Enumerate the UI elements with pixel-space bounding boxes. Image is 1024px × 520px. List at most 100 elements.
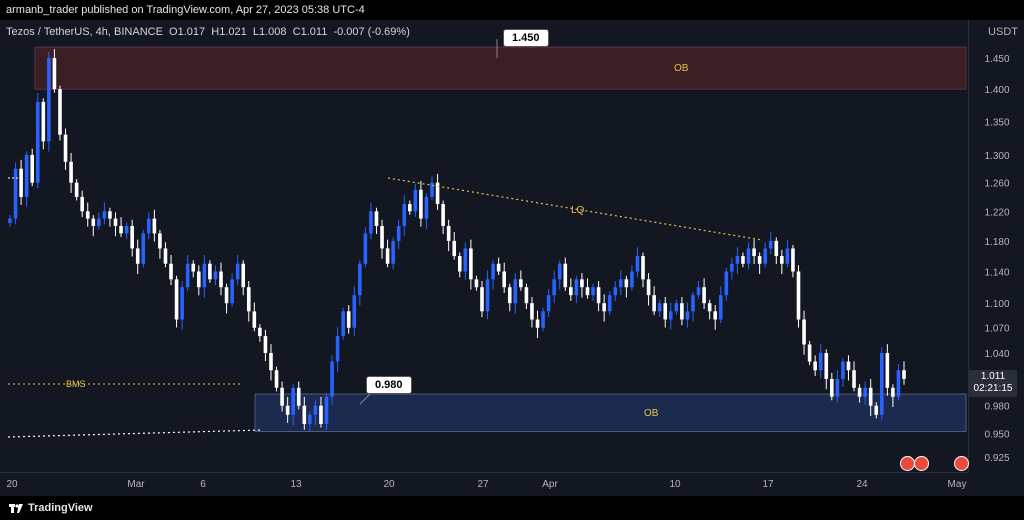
candle-body xyxy=(213,271,218,280)
candle-body xyxy=(663,303,668,320)
time-tick-label: 10 xyxy=(669,479,681,490)
candle-body xyxy=(91,218,96,226)
candle-body xyxy=(224,287,229,304)
candle-body xyxy=(119,225,123,234)
candle-body xyxy=(269,352,273,371)
candle-body xyxy=(796,271,801,320)
callout-bottom-price[interactable]: 0.980 xyxy=(366,376,412,394)
candle-body xyxy=(596,287,601,304)
candle-body xyxy=(35,101,40,183)
candle-body xyxy=(835,378,840,397)
candle-body xyxy=(30,154,35,183)
published-text: armanb_trader published on TradingView.c… xyxy=(6,4,365,16)
candle-body xyxy=(557,263,562,280)
candle-body xyxy=(235,263,240,280)
candle-body xyxy=(319,405,323,425)
candle-body xyxy=(746,248,751,264)
candle-body xyxy=(346,311,351,328)
candle-body xyxy=(196,271,201,288)
price-scale[interactable]: 1.450 1.400 1.350 1.300 1.260 1.220 1.180 1.140… xyxy=(968,20,1024,472)
time-scale[interactable]: 20 Mar 6 13 20 27 Apr 10 17 24 May xyxy=(0,472,968,497)
current-price-value: 1.011 xyxy=(980,371,1006,382)
time-axis: 20 Mar 6 13 20 27 Apr 10 17 24 May xyxy=(6,479,967,490)
candle-body xyxy=(735,256,740,264)
candle-body xyxy=(230,279,234,304)
candle-body xyxy=(330,361,334,397)
candle-body xyxy=(524,287,529,304)
candle-body xyxy=(435,182,440,205)
price-tick-label: 1.450 xyxy=(984,54,1009,65)
time-tick-label: May xyxy=(948,479,967,490)
candle-body xyxy=(85,211,90,219)
price-tick-label: 0.925 xyxy=(984,453,1009,464)
candle-body xyxy=(507,287,512,304)
candle-body xyxy=(452,240,457,257)
candle-body xyxy=(24,154,29,197)
candle-body xyxy=(830,378,834,397)
ob-zone xyxy=(34,46,967,90)
us-flag-event-icon[interactable] xyxy=(914,456,929,471)
candle-body xyxy=(52,58,57,90)
candle-body xyxy=(802,319,806,345)
price-tick-label: 1.220 xyxy=(984,207,1009,218)
candle-body xyxy=(657,303,662,312)
candle-body xyxy=(635,256,640,272)
candle-body xyxy=(491,263,495,280)
candle-body xyxy=(108,211,112,219)
candle-body xyxy=(741,256,745,264)
candle-body xyxy=(519,279,523,288)
chart-area[interactable] xyxy=(0,20,968,472)
current-price-label: 1.011 02:21:15 xyxy=(969,370,1017,397)
candle-body xyxy=(13,168,18,219)
candlestick-chart[interactable] xyxy=(0,20,968,472)
candle-body xyxy=(541,311,545,328)
lq-label: LQ xyxy=(571,205,585,216)
time-tick-label: Mar xyxy=(127,479,145,490)
candle-body xyxy=(813,361,817,371)
candle-body xyxy=(141,233,146,264)
bms-label: BMS xyxy=(66,379,86,389)
candle-body xyxy=(263,336,268,353)
candle-body xyxy=(97,218,101,226)
price-tick-label: 1.180 xyxy=(984,237,1009,248)
candle-body xyxy=(219,271,223,288)
candle-body xyxy=(19,168,23,197)
candle-body xyxy=(408,204,412,212)
candle-body xyxy=(785,248,790,264)
candle-body xyxy=(691,295,695,312)
callout-top-price[interactable]: 1.450 xyxy=(503,29,549,47)
candle-body xyxy=(385,248,390,264)
candle-body xyxy=(496,263,501,272)
candle-body xyxy=(258,327,262,337)
us-flag-event-icon[interactable] xyxy=(954,456,969,471)
time-tick-label: 13 xyxy=(290,479,302,490)
candle-body xyxy=(413,189,418,212)
time-tick-label: 17 xyxy=(762,479,774,490)
price-tick-label: 0.980 xyxy=(984,402,1009,413)
candle-body xyxy=(246,287,251,312)
candle-body xyxy=(58,89,62,135)
brand-name: TradingView xyxy=(28,502,93,514)
bottom-ob-label: OB xyxy=(644,408,659,419)
candle-body xyxy=(763,248,767,264)
us-flag-event-icon[interactable] xyxy=(900,456,915,471)
price-tick-label: 1.040 xyxy=(984,349,1009,360)
time-tick-label: 20 xyxy=(6,479,18,490)
candle-body xyxy=(113,218,118,226)
candle-body xyxy=(208,263,212,280)
candle-body xyxy=(152,218,157,234)
price-tick-label: 1.350 xyxy=(984,117,1009,128)
candle-body xyxy=(130,225,134,249)
time-tick-label: 6 xyxy=(200,479,206,490)
price-tick-label: 1.070 xyxy=(984,324,1009,335)
symbol-legend: Tezos / TetherUS, 4h, BINANCE O1.017 H1.… xyxy=(6,26,410,38)
candle-body xyxy=(730,263,734,272)
candle-body xyxy=(102,211,107,219)
candle-body xyxy=(41,101,46,142)
top-ob-label: OB xyxy=(674,63,689,74)
candle-body xyxy=(358,263,362,296)
candle-body xyxy=(674,303,679,312)
candle-body xyxy=(352,295,357,328)
candle-body xyxy=(852,370,856,388)
candle-body xyxy=(313,405,318,415)
